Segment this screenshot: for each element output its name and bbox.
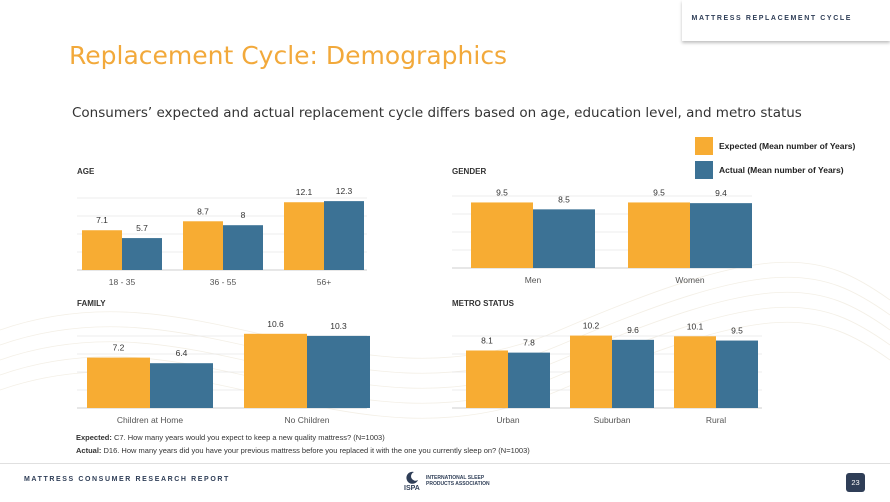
family-bar-expected [244, 333, 307, 408]
age-bar-actual [122, 238, 162, 270]
metro-status-bar-actual [716, 340, 758, 408]
age-value-label: 5.7 [136, 223, 148, 233]
metro-status-value-label: 8.1 [481, 335, 493, 345]
age-category-label: 56+ [317, 277, 331, 287]
metro-status-bar-expected [570, 335, 612, 408]
metro-status-bar-actual [508, 352, 550, 408]
logo-text: INTERNATIONAL SLEEP PRODUCTS ASSOCIATION [426, 475, 490, 487]
gender-category-label: Women [675, 275, 704, 285]
family-value-label: 6.4 [176, 348, 188, 358]
age-bar-expected [82, 230, 122, 270]
family-category-label: No Children [285, 415, 330, 425]
metro-status-category-label: Urban [496, 415, 519, 425]
age-bar-actual [324, 201, 364, 270]
age-category-label: 18 - 35 [109, 277, 136, 287]
gender-value-label: 8.5 [558, 194, 570, 204]
moon-icon [406, 471, 418, 484]
family-category-label: Children at Home [117, 415, 183, 425]
family-value-label: 10.6 [267, 319, 284, 329]
footnote-expected-text: C7. How many years would you expect to k… [111, 433, 385, 442]
ispa-logo: ISPA INTERNATIONAL SLEEP PRODUCTS ASSOCI… [400, 470, 510, 496]
legend: Expected (Mean number of Years) Actual (… [695, 136, 855, 184]
age-bar-expected [183, 221, 223, 270]
legend-item-actual: Actual (Mean number of Years) [695, 160, 855, 180]
footnote-actual-label: Actual: [76, 446, 102, 455]
family-bar-expected [87, 357, 150, 408]
legend-item-expected: Expected (Mean number of Years) [695, 136, 855, 156]
metro-status-value-label: 10.1 [687, 321, 704, 331]
footnote-expected-label: Expected: [76, 433, 112, 442]
gender-value-label: 9.4 [715, 188, 727, 198]
family-value-label: 10.3 [330, 321, 347, 331]
footnote-actual: Actual: D16. How many years did you have… [76, 446, 530, 455]
metro-status-bar-expected [466, 350, 508, 408]
metro-status-value-label: 9.6 [627, 325, 639, 335]
page-title: Replacement Cycle: Demographics [69, 41, 508, 70]
header-tab: MATTRESS REPLACEMENT CYCLE [682, 0, 890, 41]
metro-status-category-label: Rural [706, 415, 726, 425]
family-value-label: 7.2 [113, 343, 125, 353]
header-tag: MATTRESS REPLACEMENT CYCLE [691, 15, 852, 22]
gender-value-label: 9.5 [653, 187, 665, 197]
legend-swatch-expected [695, 137, 713, 155]
legend-swatch-actual [695, 161, 713, 179]
gender-category-label: Men [525, 275, 542, 285]
age-bar-actual [223, 225, 263, 270]
logo-mark: ISPA [404, 485, 420, 492]
metro-status-bar-actual [612, 339, 654, 408]
family-bar-actual [307, 335, 370, 408]
metro-status-value-label: 7.8 [523, 338, 535, 348]
metro-status-bar-expected [674, 336, 716, 408]
age-panel-title: AGE [77, 167, 95, 176]
age-value-label: 12.1 [296, 187, 313, 197]
footer: MATTRESS CONSUMER RESEARCH REPORT ISPA I… [0, 463, 890, 502]
gender-bar-expected [471, 202, 533, 268]
page-subtitle: Consumers’ expected and actual replaceme… [72, 105, 802, 121]
metro-status-value-label: 9.5 [731, 326, 743, 336]
age-category-label: 36 - 55 [210, 277, 237, 287]
gender-bar-expected [628, 202, 690, 268]
footer-report-title: MATTRESS CONSUMER RESEARCH REPORT [24, 476, 230, 483]
age-value-label: 8 [241, 210, 246, 220]
metro-status-category-label: Suburban [594, 415, 631, 425]
legend-label-expected: Expected (Mean number of Years) [719, 141, 856, 151]
gender-value-label: 9.5 [496, 187, 508, 197]
footnote-actual-text: D16. How many years did you have your pr… [101, 446, 530, 455]
page-number: 23 [846, 473, 865, 492]
age-value-label: 12.3 [336, 186, 353, 196]
legend-label-actual: Actual (Mean number of Years) [719, 165, 844, 175]
age-value-label: 7.1 [96, 215, 108, 225]
family-bar-actual [150, 363, 213, 408]
footnote-expected: Expected: C7. How many years would you e… [76, 433, 385, 442]
gender-panel-title: GENDER [452, 167, 486, 176]
age-value-label: 8.7 [197, 206, 209, 216]
metro-status-panel-title: METRO STATUS [452, 299, 515, 308]
gender-bar-actual [533, 209, 595, 268]
metro-status-value-label: 10.2 [583, 321, 600, 331]
age-bar-expected [284, 202, 324, 270]
gender-bar-actual [690, 203, 752, 268]
family-panel-title: FAMILY [77, 299, 106, 308]
